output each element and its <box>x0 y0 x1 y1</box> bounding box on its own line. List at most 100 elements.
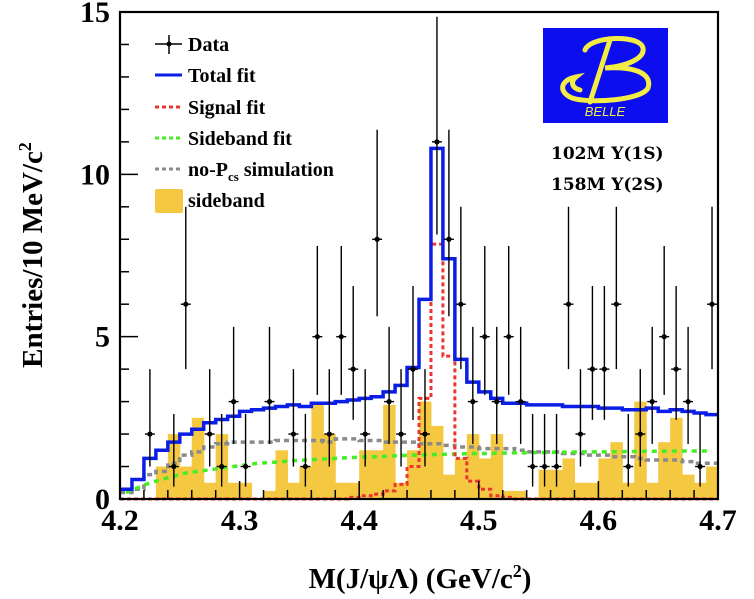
data-point <box>240 414 251 487</box>
data-point <box>216 414 227 487</box>
y-axis-title: Entries/10 MeV/c2 <box>15 142 49 368</box>
data-point <box>180 206 191 370</box>
data-point <box>467 326 478 444</box>
data-point <box>539 414 550 487</box>
data-marker <box>398 431 404 437</box>
x-tick-label: 4.6 <box>580 504 618 537</box>
data-point <box>671 285 682 420</box>
data-marker <box>434 139 440 145</box>
data-point <box>168 414 179 487</box>
data-marker <box>266 399 273 405</box>
sideband-bar <box>239 482 253 499</box>
data-marker <box>207 431 213 437</box>
y-tick-label: 0 <box>95 483 110 516</box>
x-tick-label: 4.7 <box>699 504 737 537</box>
data-marker <box>577 431 584 437</box>
data-marker <box>601 366 607 372</box>
legend-entry-data: Data <box>155 34 229 56</box>
data-marker <box>374 236 380 242</box>
data-point <box>563 206 574 370</box>
data-point <box>324 369 335 467</box>
data-point <box>707 206 717 370</box>
data-point <box>264 326 275 444</box>
sideband-bar <box>227 482 241 499</box>
sideband-bar <box>407 450 420 499</box>
data-marker <box>362 431 368 437</box>
sideband-bar <box>682 474 695 499</box>
data-point <box>204 369 215 467</box>
legend-entry-sideband-fit: Sideband fit <box>155 128 292 150</box>
data-point <box>408 285 418 420</box>
sideband-bar <box>586 482 599 499</box>
sideband-bar <box>478 458 492 499</box>
data-point <box>491 326 502 444</box>
legend-label-data: Data <box>188 34 229 56</box>
data-point <box>288 369 299 467</box>
axis-ticks <box>119 11 719 500</box>
data-point <box>312 246 323 395</box>
annotation-upsilon-1s: 102M Υ(1S) <box>551 144 664 164</box>
legend-label-sideband-fit: Sideband fit <box>188 128 292 150</box>
data-point <box>515 326 526 444</box>
data-marker <box>338 334 344 340</box>
data-point <box>420 369 430 467</box>
data-marker <box>290 431 297 437</box>
data-point <box>623 414 634 487</box>
data-marker <box>506 334 512 340</box>
sideband-bar <box>191 417 205 499</box>
data-marker <box>637 431 643 437</box>
data-marker <box>147 431 153 437</box>
sideband-bar <box>622 482 635 499</box>
data-point <box>635 369 646 467</box>
sideband-bar <box>179 466 193 499</box>
x-tick-label: 4.2 <box>101 504 139 537</box>
data-point <box>551 414 562 487</box>
sideband-bar <box>155 466 169 499</box>
data-point <box>479 246 490 395</box>
y-tick-label: 15 <box>80 0 110 29</box>
sideband-bar <box>658 442 671 499</box>
data-point <box>336 246 347 395</box>
sideband-bar <box>203 482 217 499</box>
sideband-bar <box>574 482 587 499</box>
sideband-bar <box>562 458 575 499</box>
sideband-bar <box>454 458 468 499</box>
sideband-bar <box>347 482 360 499</box>
data-marker <box>625 463 631 470</box>
data-marker <box>530 463 536 470</box>
sideband-bar <box>275 450 288 499</box>
data-point <box>144 369 155 467</box>
legend-entry-total-fit: Total fit <box>155 65 256 87</box>
data-marker <box>422 431 428 437</box>
legend-label-sideband: sideband <box>188 190 265 212</box>
data-point <box>396 369 407 467</box>
data-point <box>300 414 311 487</box>
data-marker <box>350 366 356 372</box>
data-marker <box>709 301 715 307</box>
y-tick-label: 5 <box>95 321 110 354</box>
data-points <box>144 16 717 487</box>
x-axis-title: M(J/ψΛ) (GeV/c2) <box>309 561 532 595</box>
data-marker <box>673 366 679 372</box>
data-point <box>348 285 359 420</box>
data-marker <box>458 301 464 307</box>
data-marker <box>589 366 596 372</box>
data-marker <box>302 463 308 470</box>
x-tick-label: 4.3 <box>221 504 259 537</box>
data-point <box>228 326 239 444</box>
data-marker <box>685 399 691 405</box>
y-tick-label: 10 <box>80 158 110 191</box>
data-marker <box>314 334 320 340</box>
no-pcs-simulation-curve <box>120 437 718 495</box>
x-tick-label: 4.5 <box>460 504 498 537</box>
x-tick-label: 4.4 <box>340 504 378 537</box>
legend-label-signal-fit: Signal fit <box>188 97 266 119</box>
data-point <box>695 414 706 487</box>
data-point <box>360 369 371 467</box>
data-marker <box>242 463 249 470</box>
belle-logo-text: BELLE <box>585 104 626 119</box>
data-point <box>587 285 598 420</box>
belle-b-glyph <box>560 35 652 105</box>
data-point <box>443 129 454 317</box>
